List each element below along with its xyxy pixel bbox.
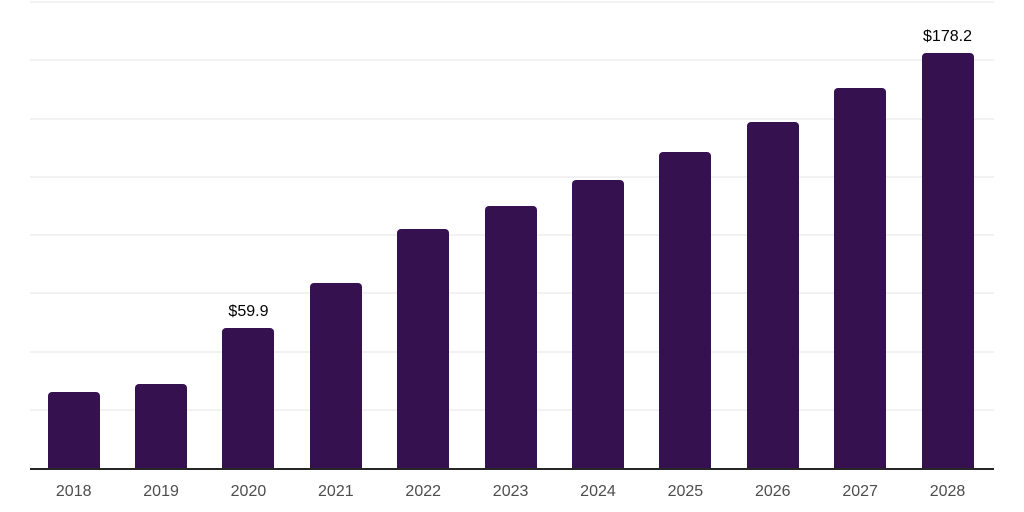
bar-2018 <box>47 392 100 468</box>
bar-2025 <box>659 151 712 468</box>
x-tick-label-2024: 2024 <box>580 483 616 500</box>
x-axis-line <box>30 468 994 470</box>
x-tick-label-2023: 2023 <box>492 483 529 500</box>
plot-area: $59.9 $178.2 <box>30 1 994 470</box>
bar-value-label-2020: $59.9 <box>228 303 269 321</box>
x-tick-label-2026: 2026 <box>754 483 791 500</box>
x-tick-label-2021: 2021 <box>318 483 354 500</box>
x-tick-label-2019: 2019 <box>143 483 179 500</box>
bar-2028 <box>921 52 974 468</box>
x-tick-label-2028: 2028 <box>929 483 966 500</box>
bar-2020 <box>222 328 275 468</box>
bar-2027 <box>834 88 887 468</box>
x-tick-label-2020: 2020 <box>230 483 267 500</box>
bar-2019 <box>135 383 188 468</box>
gridline-175 <box>30 59 994 62</box>
gridline-150 <box>30 117 994 120</box>
gridline-125 <box>30 175 994 178</box>
bar-value-label-2028: $178.2 <box>923 27 972 45</box>
bar-2022 <box>397 228 450 468</box>
bar-2021 <box>309 283 362 468</box>
x-tick-label-2027: 2027 <box>842 483 878 500</box>
gridline-200 <box>30 1 994 3</box>
x-tick-label-2018: 2018 <box>55 483 92 500</box>
bar-2023 <box>484 206 537 468</box>
x-tick-label-2025: 2025 <box>667 483 704 500</box>
x-tick-label-2022: 2022 <box>405 483 442 500</box>
bar-2024 <box>571 179 624 468</box>
bar-2026 <box>746 121 799 468</box>
